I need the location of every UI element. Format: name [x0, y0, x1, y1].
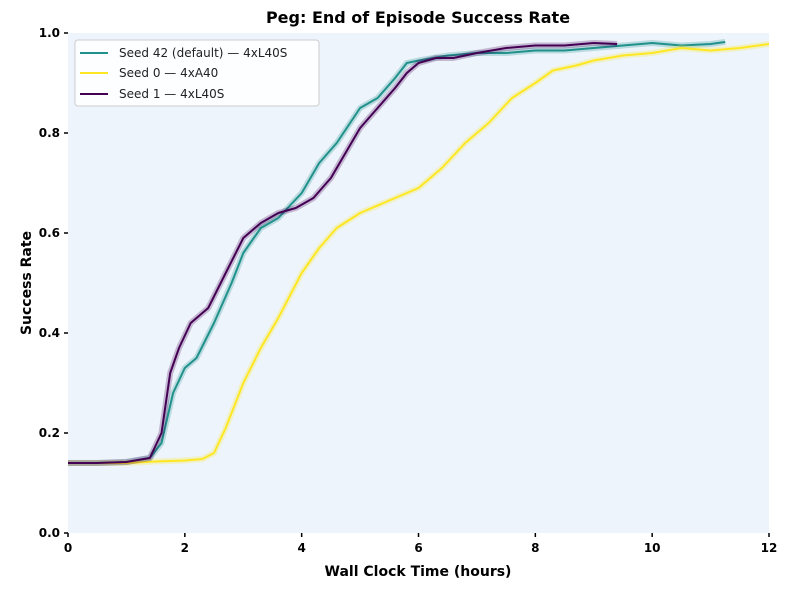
x-axis: 0 2 4 6 8 10 12 — [64, 533, 778, 555]
legend-label-seed1: Seed 1 — 4xL40S — [119, 87, 224, 101]
y-tick-label: 0.8 — [39, 126, 60, 140]
y-tick-label: 1.0 — [39, 26, 60, 40]
y-tick-label: 0.0 — [39, 526, 60, 540]
y-axis-label: Success Rate — [19, 231, 35, 335]
x-tick-label: 8 — [531, 541, 539, 555]
legend-label-seed0: Seed 0 — 4xA40 — [119, 66, 218, 80]
legend-label-seed42: Seed 42 (default) — 4xL40S — [119, 46, 287, 60]
x-tick-label: 12 — [761, 541, 778, 555]
x-tick-label: 0 — [64, 541, 72, 555]
x-axis-label: Wall Clock Time (hours) — [325, 564, 512, 580]
y-tick-label: 0.4 — [39, 326, 60, 340]
y-tick-label: 0.2 — [39, 426, 60, 440]
y-axis: 0.0 0.2 0.4 0.6 0.8 1.0 — [39, 26, 68, 540]
x-tick-label: 6 — [414, 541, 422, 555]
chart-title: Peg: End of Episode Success Rate — [266, 8, 570, 27]
legend: Seed 42 (default) — 4xL40S Seed 0 — 4xA4… — [75, 40, 319, 106]
y-tick-label: 0.6 — [39, 226, 60, 240]
x-tick-label: 2 — [181, 541, 189, 555]
x-tick-label: 10 — [644, 541, 661, 555]
x-tick-label: 4 — [297, 541, 305, 555]
